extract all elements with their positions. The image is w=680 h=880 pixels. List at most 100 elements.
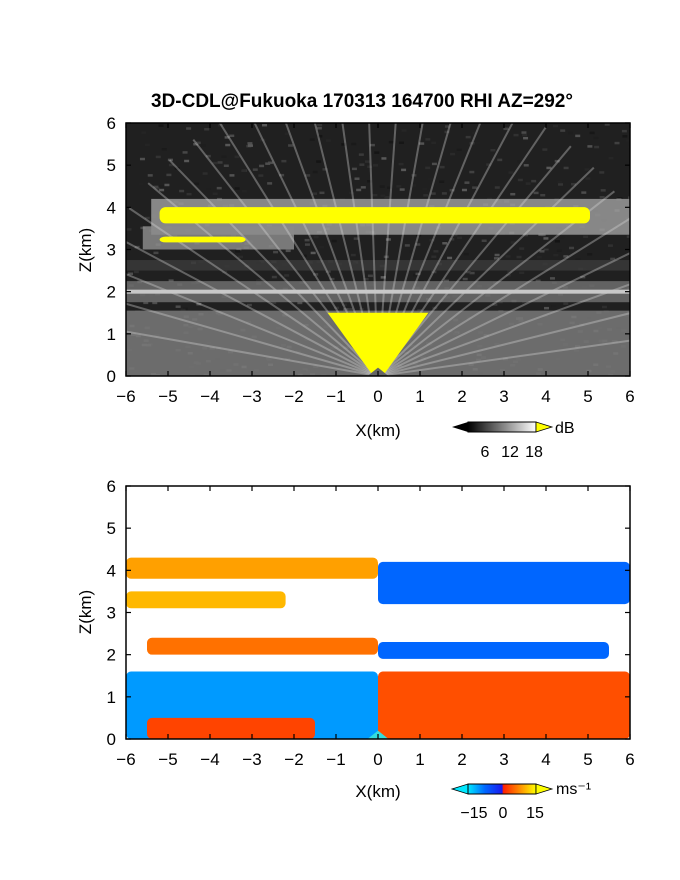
- intensity-noise-cell: [205, 187, 211, 191]
- intensity-noise-cell: [510, 241, 516, 244]
- intensity-noise-cell: [351, 167, 357, 171]
- velocity-xtick-label: 1: [415, 750, 424, 769]
- intensity-noise-cell: [488, 248, 494, 252]
- intensity-noise-cell: [544, 250, 550, 253]
- intensity-radial-streak: [126, 330, 379, 376]
- intensity-noise-cell: [341, 143, 347, 146]
- intensity-noise-cell: [536, 255, 542, 259]
- intensity-noise-cell: [221, 155, 227, 159]
- intensity-noise-cell: [246, 303, 252, 307]
- intensity-noise-cell: [343, 308, 349, 311]
- intensity-noise-cell: [235, 250, 241, 253]
- intensity-feature-cone: [327, 312, 429, 374]
- intensity-xtick-label: 2: [457, 387, 466, 406]
- intensity-noise-cell: [396, 185, 402, 188]
- velocity-xtick-label: 3: [499, 750, 508, 769]
- intensity-noise-cell: [457, 236, 463, 240]
- intensity-colorbar-left-arrow: [452, 422, 468, 432]
- intensity-noise-cell: [432, 156, 438, 160]
- intensity-noise-cell: [540, 193, 546, 197]
- intensity-noise-cell: [494, 139, 500, 142]
- intensity-noise-cell: [304, 238, 310, 242]
- intensity-noise-cell: [159, 185, 165, 188]
- intensity-colorbar-tick: 18: [525, 444, 543, 461]
- intensity-noise-cell: [216, 186, 222, 190]
- intensity-noise-cell: [360, 186, 366, 189]
- velocity-xtick-label: −2: [284, 750, 303, 769]
- intensity-noise-cell: [398, 162, 404, 166]
- intensity-noise-cell: [196, 302, 202, 306]
- intensity-noise-cell: [494, 253, 500, 257]
- velocity-ytick-label: 6: [107, 477, 116, 496]
- intensity-noise-cell: [622, 135, 628, 138]
- intensity-noise-cell: [423, 194, 429, 197]
- intensity-ylabel: Z(km): [76, 228, 95, 272]
- intensity-noise-cell: [288, 144, 294, 147]
- intensity-noise-cell: [413, 273, 419, 277]
- intensity-noise-cell: [604, 123, 610, 126]
- intensity-noise-cell: [497, 158, 503, 162]
- intensity-noise-cell: [144, 143, 150, 147]
- intensity-noise-cell: [517, 160, 523, 163]
- intensity-noise-cell: [462, 277, 468, 281]
- velocity-ytick-label: 5: [107, 519, 116, 538]
- intensity-noise-cell: [523, 164, 529, 167]
- intensity-noise-cell: [164, 183, 170, 187]
- intensity-noise-cell: [450, 152, 456, 156]
- intensity-noise-cell: [469, 142, 475, 145]
- intensity-axes: −6 −5 −4 −3 −2 −1 0 1 2 3 4 5 6 0 1 2 3 4 5 6: [107, 114, 635, 406]
- intensity-noise-cell: [465, 135, 471, 139]
- intensity-noise-cell: [358, 153, 364, 156]
- intensity-noise-cell: [367, 165, 373, 169]
- intensity-noise-cell: [444, 130, 450, 134]
- intensity-noise-cell: [589, 131, 595, 135]
- intensity-noise-cell: [271, 301, 277, 304]
- intensity-noise-cell: [359, 307, 365, 311]
- intensity-colorbar-unit: dB: [555, 420, 575, 437]
- velocity-region: [378, 642, 609, 659]
- intensity-noise-cell: [474, 183, 480, 187]
- intensity-noise-cell: [581, 191, 587, 194]
- intensity-noise-cell: [319, 245, 325, 249]
- intensity-radial-streak: [126, 240, 379, 376]
- intensity-noise-cell: [385, 238, 391, 241]
- intensity-noise-cell: [505, 274, 511, 277]
- intensity-noise-cell: [563, 255, 569, 258]
- velocity-xtick-label: 2: [457, 750, 466, 769]
- intensity-noise-cell: [621, 129, 627, 133]
- intensity-noise-cell: [399, 188, 405, 191]
- intensity-noise-cell: [380, 276, 386, 279]
- velocity-colorbar-right-arrow: [535, 783, 554, 795]
- intensity-noise-cell: [431, 162, 437, 166]
- intensity-noise-cell: [493, 257, 499, 260]
- intensity-noise-cell: [317, 134, 323, 138]
- intensity-noise-cell: [341, 303, 347, 307]
- intensity-noise-cell: [316, 160, 322, 163]
- intensity-noise-cell: [363, 277, 369, 281]
- intensity-noise-cell: [349, 191, 355, 195]
- intensity-noise-cell: [422, 251, 428, 254]
- intensity-noise-cell: [241, 189, 247, 193]
- intensity-noise-cell: [387, 186, 393, 190]
- intensity-noise-cell: [331, 239, 337, 243]
- intensity-noise-cell: [452, 233, 458, 237]
- intensity-noise-cell: [313, 273, 319, 276]
- intensity-noise-cell: [369, 143, 375, 147]
- velocity-colorbar-bar: [467, 783, 537, 795]
- intensity-noise-cell: [141, 131, 147, 134]
- intensity-noise-cell: [415, 272, 421, 276]
- intensity-noise-cell: [546, 166, 552, 170]
- intensity-xtick-label: −3: [242, 387, 261, 406]
- intensity-noise-cell: [505, 255, 511, 258]
- intensity-noise-cell: [309, 138, 315, 141]
- intensity-radial-streak: [126, 273, 379, 376]
- intensity-noise-cell: [152, 301, 158, 305]
- intensity-noise-cell: [271, 275, 277, 279]
- intensity-noise-cell: [204, 128, 210, 131]
- intensity-noise-cell: [559, 235, 565, 239]
- intensity-noise-cell: [373, 159, 379, 163]
- intensity-noise-cell: [312, 192, 318, 195]
- intensity-noise-cell: [471, 132, 477, 135]
